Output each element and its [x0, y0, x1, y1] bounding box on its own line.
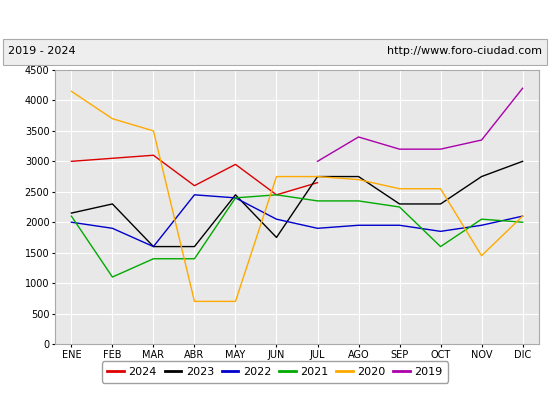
Text: Evolucion Nº Turistas Nacionales en el municipio de La Carolina: Evolucion Nº Turistas Nacionales en el m…: [63, 12, 487, 26]
Legend: 2024, 2023, 2022, 2021, 2020, 2019: 2024, 2023, 2022, 2021, 2020, 2019: [102, 362, 448, 382]
Text: http://www.foro-ciudad.com: http://www.foro-ciudad.com: [387, 46, 542, 56]
Text: 2019 - 2024: 2019 - 2024: [8, 46, 76, 56]
